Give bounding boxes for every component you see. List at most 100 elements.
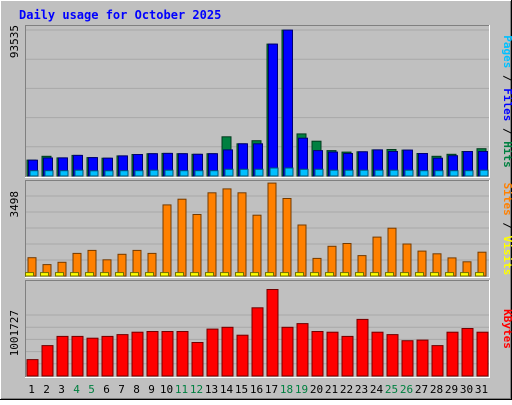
bar-visits-day-16 bbox=[252, 214, 262, 277]
bar-kbytes-day-20 bbox=[311, 331, 324, 377]
bar-kbytes-day-10 bbox=[161, 331, 174, 377]
bar-visits-day-24 bbox=[372, 236, 382, 277]
day-label-6: 6 bbox=[103, 383, 110, 396]
legend-visits-sites: Sites / Visits bbox=[501, 183, 512, 276]
bar-pages-day-3 bbox=[59, 170, 69, 177]
day-label-27: 27 bbox=[415, 383, 428, 396]
bar-pages-day-17 bbox=[269, 167, 279, 177]
bar-sites-day-5 bbox=[85, 272, 94, 277]
bar-kbytes-day-15 bbox=[236, 334, 249, 377]
legend-entry: / bbox=[501, 216, 512, 236]
bar-pages-day-15 bbox=[239, 168, 249, 177]
panel-hits-files-pages: 93535 Pages / Files / Hits bbox=[8, 25, 512, 178]
day-label-13: 13 bbox=[205, 383, 218, 396]
bar-sites-day-17 bbox=[265, 272, 274, 277]
bar-sites-day-23 bbox=[355, 272, 364, 277]
bar-sites-day-18 bbox=[280, 272, 289, 277]
day-label-11: 11 bbox=[175, 383, 188, 396]
day-label-8: 8 bbox=[133, 383, 140, 396]
bar-kbytes-day-29 bbox=[446, 331, 459, 377]
bar-pages-day-7 bbox=[119, 170, 129, 177]
bar-sites-day-12 bbox=[190, 272, 199, 277]
bar-sites-day-2 bbox=[40, 272, 49, 277]
day-label-24: 24 bbox=[370, 383, 384, 396]
bar-pages-day-19 bbox=[299, 168, 309, 177]
bar-pages-day-13 bbox=[209, 170, 219, 177]
bar-sites-day-25 bbox=[385, 272, 394, 277]
legend-entry: Files bbox=[501, 88, 512, 121]
day-label-31: 31 bbox=[475, 383, 488, 396]
series-sites bbox=[25, 272, 484, 277]
day-label-7: 7 bbox=[118, 383, 125, 396]
day-label-14: 14 bbox=[220, 383, 234, 396]
bar-kbytes-day-21 bbox=[326, 331, 339, 377]
chart-panels: 93535 Pages / Files / Hits 3498 Sites / Vis… bbox=[8, 25, 512, 378]
bar-pages-day-14 bbox=[224, 168, 234, 177]
bar-pages-day-27 bbox=[419, 170, 429, 177]
bar-pages-day-25 bbox=[389, 169, 399, 177]
day-label-4: 4 bbox=[73, 383, 80, 396]
day-label-1: 1 bbox=[28, 383, 35, 396]
bar-pages-day-2 bbox=[44, 170, 54, 177]
bar-visits-day-15 bbox=[237, 192, 247, 277]
bar-visits-day-25 bbox=[387, 227, 397, 277]
bar-pages-day-5 bbox=[89, 170, 99, 177]
day-label-12: 12 bbox=[190, 383, 203, 396]
panel-kbytes: 1001727 KBytes bbox=[8, 280, 512, 378]
bar-kbytes-day-8 bbox=[131, 331, 144, 377]
bar-pages-day-18 bbox=[284, 167, 294, 177]
series-kbytes bbox=[26, 289, 489, 377]
bar-visits-day-12 bbox=[192, 214, 202, 277]
bar-sites-day-7 bbox=[115, 272, 124, 277]
day-label-10: 10 bbox=[160, 383, 173, 396]
day-label-29: 29 bbox=[445, 383, 458, 396]
bar-kbytes-day-4 bbox=[71, 335, 84, 377]
bar-sites-day-11 bbox=[175, 272, 184, 277]
day-label-5: 5 bbox=[88, 383, 95, 396]
bar-files-day-17 bbox=[268, 43, 278, 177]
bar-sites-day-10 bbox=[160, 272, 169, 277]
legend-entry: Sites bbox=[501, 183, 512, 216]
bar-kbytes-day-3 bbox=[56, 335, 69, 377]
bar-sites-day-26 bbox=[400, 272, 409, 277]
legend-entry: / bbox=[501, 121, 512, 141]
day-label-15: 15 bbox=[235, 383, 248, 396]
bar-kbytes-day-14 bbox=[221, 326, 234, 377]
bar-kbytes-day-24 bbox=[371, 331, 384, 377]
bar-pages-day-1 bbox=[29, 170, 39, 177]
bar-kbytes-day-5 bbox=[86, 337, 99, 377]
bar-pages-day-21 bbox=[329, 169, 339, 177]
bar-pages-day-9 bbox=[149, 169, 159, 177]
bar-kbytes-day-16 bbox=[251, 307, 264, 377]
y-max-label: 93535 bbox=[8, 25, 21, 58]
bar-pages-day-26 bbox=[404, 169, 414, 177]
legend-entry: Hits bbox=[501, 141, 512, 168]
bar-sites-day-13 bbox=[205, 272, 214, 277]
bar-pages-day-8 bbox=[134, 170, 144, 177]
bar-sites-day-29 bbox=[445, 272, 454, 277]
bar-visits-day-26 bbox=[402, 243, 412, 277]
series-pages bbox=[29, 167, 489, 177]
bar-kbytes-day-28 bbox=[431, 345, 444, 377]
bar-pages-day-23 bbox=[359, 169, 369, 177]
bar-sites-day-15 bbox=[235, 272, 244, 277]
bar-pages-day-16 bbox=[254, 168, 264, 177]
bar-sites-day-22 bbox=[340, 272, 349, 277]
bar-pages-day-12 bbox=[194, 170, 204, 177]
y-max-label: 1001727 bbox=[8, 310, 21, 356]
bar-kbytes-day-6 bbox=[101, 335, 114, 377]
legend-entry: KBytes bbox=[501, 309, 512, 349]
bar-kbytes-day-27 bbox=[416, 339, 429, 377]
day-label-17: 17 bbox=[265, 383, 278, 396]
bar-kbytes-day-13 bbox=[206, 328, 219, 377]
bar-sites-day-20 bbox=[310, 272, 319, 277]
bar-files-day-18 bbox=[283, 29, 293, 177]
bar-sites-day-6 bbox=[100, 272, 109, 277]
day-label-30: 30 bbox=[460, 383, 473, 396]
bar-kbytes-day-11 bbox=[176, 331, 189, 377]
day-labels: 1 2 3 4 5 6 7 8 9 10 11 12 13 14 15 16 17 18 19 20 21 22 23 24 2… bbox=[28, 383, 488, 396]
bar-kbytes-day-18 bbox=[281, 326, 294, 377]
bar-sites-day-30 bbox=[460, 272, 469, 277]
legend-entry: / bbox=[501, 68, 512, 88]
